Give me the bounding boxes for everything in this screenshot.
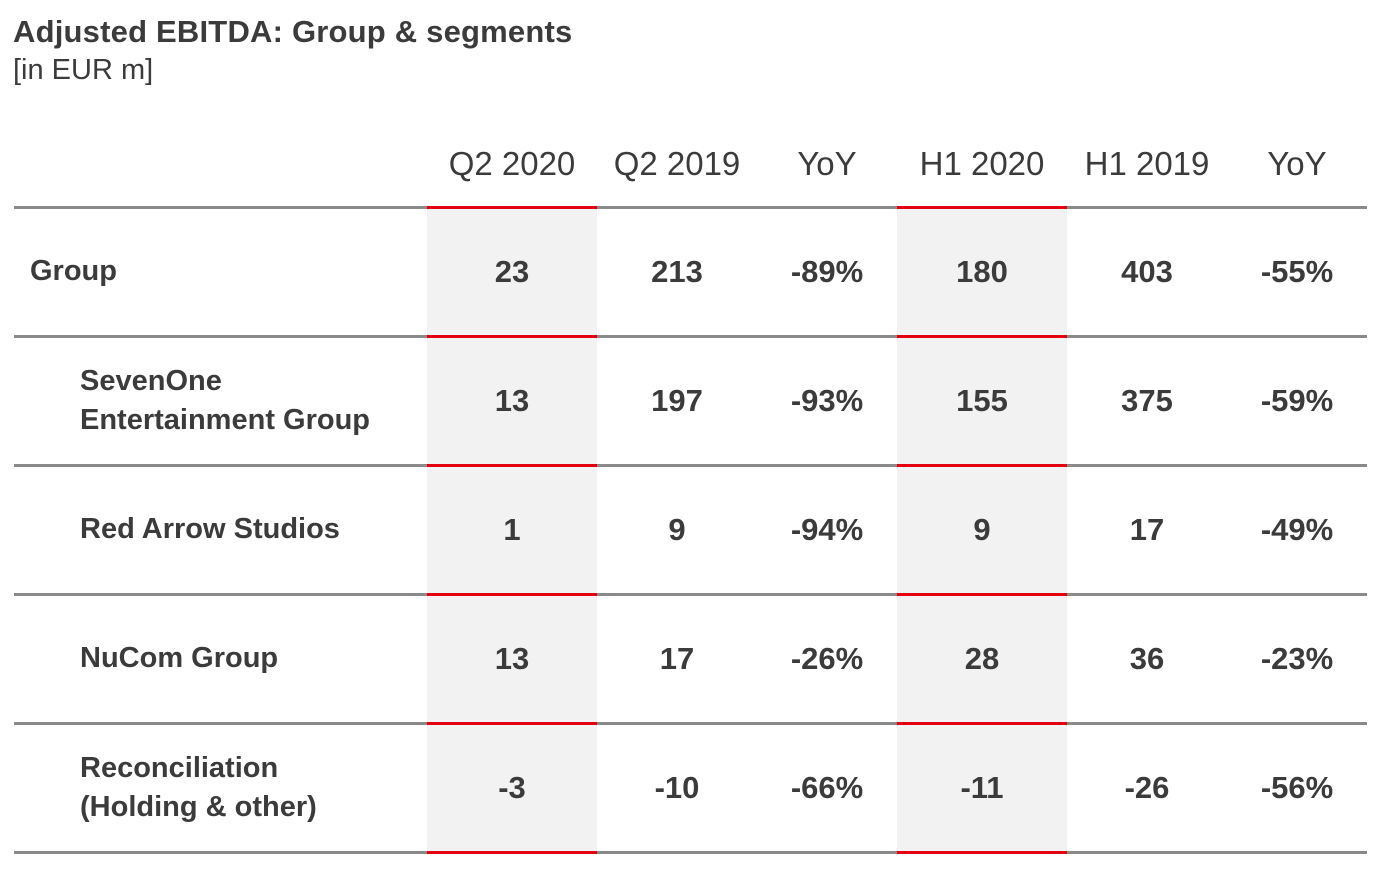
table-cell: -94% (790, 511, 864, 547)
table-cell: 403 (1121, 253, 1173, 289)
column-header: YoY (1267, 144, 1327, 182)
table-row: Red Arrow Studios 1 9 -94% 9 17 -49% (14, 465, 1367, 594)
highlight-divider-segment (427, 464, 597, 467)
chart-title: Adjusted EBITDA: Group & segments (13, 14, 573, 49)
table-cell: -56% (1260, 769, 1334, 805)
table-cell: 1 (503, 511, 521, 547)
highlight-divider-segment (427, 722, 597, 725)
highlight-divider-segment (897, 464, 1067, 467)
table-row: NuCom Group 13 17 -26% 28 36 -23% (14, 594, 1367, 723)
table-cell: -26 (1124, 769, 1170, 805)
column-header: YoY (797, 144, 857, 182)
row-divider (14, 335, 1367, 338)
table-cell: 155 (956, 382, 1008, 418)
row-label: SevenOne Entertainment Group (80, 364, 371, 436)
highlight-divider-segment (427, 593, 597, 596)
table-cell: 213 (651, 253, 703, 289)
highlight-column-bg (427, 207, 597, 852)
table-cell: -93% (790, 382, 864, 418)
row-divider (14, 593, 1367, 596)
table-cell: -59% (1260, 382, 1334, 418)
table-cell: 17 (659, 640, 695, 676)
table-cell: 9 (973, 511, 991, 547)
row-label: Group (30, 255, 117, 287)
ebitda-table: Q2 2020 Q2 2019 YoY H1 2020 H1 2019 YoY Group 2… (14, 120, 1367, 860)
highlight-divider-segment (427, 851, 597, 854)
table-cell: -23% (1260, 640, 1334, 676)
table-cell: 13 (494, 640, 530, 676)
table-cell: 9 (668, 511, 686, 547)
table-cell: -10 (654, 769, 700, 805)
column-header: H1 2019 (1084, 144, 1210, 182)
highlight-divider-segment (897, 206, 1067, 209)
table-cell: -3 (498, 769, 526, 805)
column-header: H1 2020 (919, 144, 1045, 182)
table-cell: 36 (1129, 640, 1165, 676)
table-row: Group 23 213 -89% 180 403 -55% (14, 207, 1367, 336)
row-divider (14, 851, 1367, 854)
table-cell: 13 (494, 382, 530, 418)
table-cell: -11 (960, 769, 1004, 805)
table-cell: -66% (790, 769, 864, 805)
highlight-divider-segment (897, 335, 1067, 338)
column-header: Q2 2020 (448, 144, 576, 182)
table-cell: 28 (964, 640, 1000, 676)
highlight-divider-segment (897, 722, 1067, 725)
row-label: Red Arrow Studios (80, 513, 340, 545)
table-cell: -26% (790, 640, 864, 676)
row-label: NuCom Group (80, 642, 279, 674)
table-cell: -89% (790, 253, 864, 289)
table-cell: -49% (1260, 511, 1334, 547)
table-cell: 17 (1129, 511, 1165, 547)
highlight-divider-segment (897, 593, 1067, 596)
highlight-divider-segment (897, 851, 1067, 854)
row-divider (14, 722, 1367, 725)
table-row: SevenOne Entertainment Group 13 197 -93% 155… (14, 336, 1367, 465)
chart-unit: [in EUR m] (13, 54, 154, 86)
table-cell: 375 (1121, 382, 1173, 418)
highlight-divider-segment (427, 335, 597, 338)
highlight-divider-segment (427, 206, 597, 209)
table-cell: 180 (956, 253, 1008, 289)
highlight-column-bg (897, 207, 1067, 852)
table-cell: 23 (494, 253, 530, 289)
table-cell: 197 (651, 382, 703, 418)
row-label: Reconciliation (Holding & other) (80, 751, 317, 823)
row-divider (14, 206, 1367, 209)
table-cell: -55% (1260, 253, 1334, 289)
table-row: Reconciliation (Holding & other) -3 -10 -66… (14, 723, 1367, 852)
column-header: Q2 2019 (613, 144, 741, 182)
row-divider (14, 464, 1367, 467)
